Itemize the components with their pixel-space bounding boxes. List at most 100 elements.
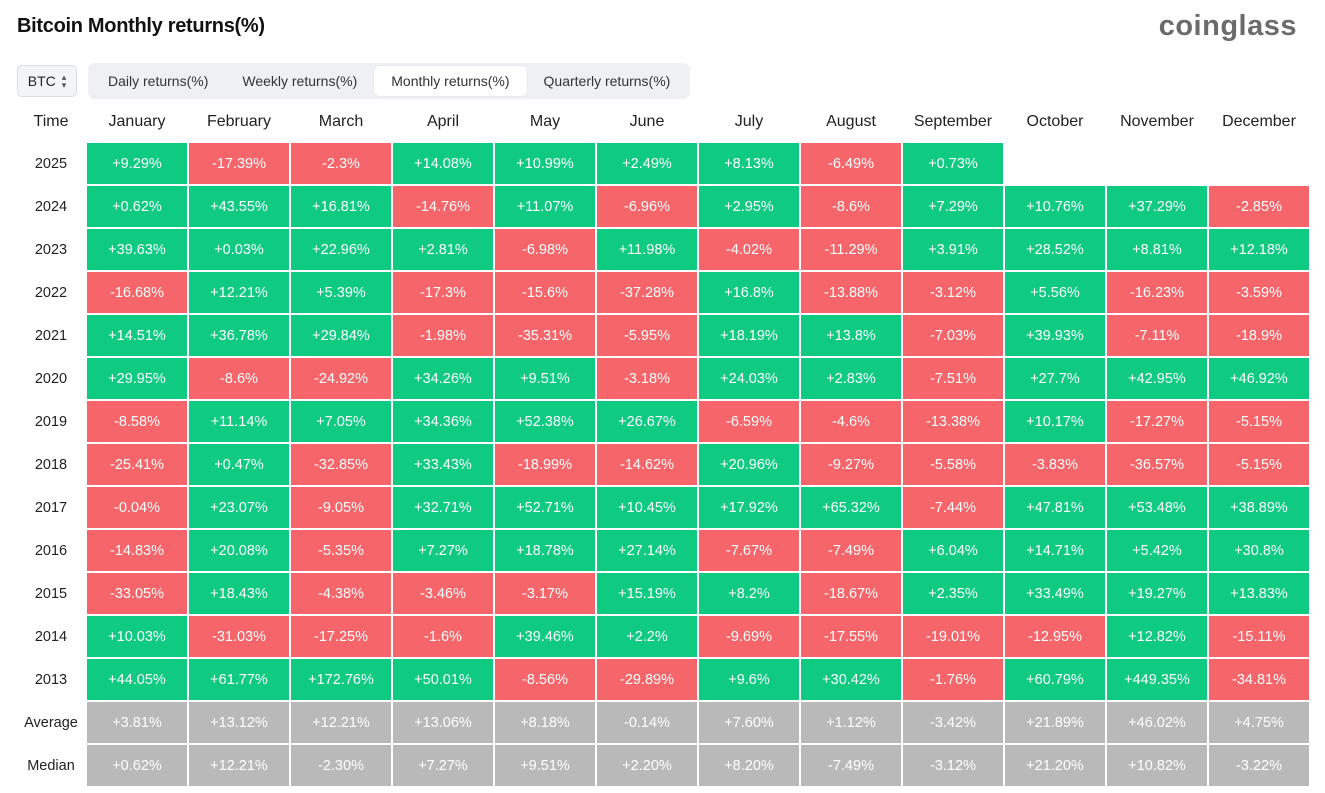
return-cell: -1.6% — [393, 616, 493, 657]
tab-quarterly-returns[interactable]: Quarterly returns(%) — [543, 73, 671, 89]
return-cell: -3.12% — [903, 272, 1003, 313]
return-cell: +8.20% — [699, 745, 799, 786]
column-header-time: Time — [33, 113, 69, 130]
return-cell: +12.21% — [189, 272, 289, 313]
column-header-may: May — [529, 113, 561, 130]
row-label: Average — [24, 714, 78, 731]
return-cell: -5.58% — [903, 444, 1003, 485]
return-cell: -17.55% — [801, 616, 901, 657]
year-row-2020: 2020 +29.95% -8.6% -24.92% +34.26% +9.51% -3.1… — [17, 358, 1309, 399]
return-cell: -9.05% — [291, 487, 391, 528]
return-cell: -36.57% — [1107, 444, 1207, 485]
return-cell: -5.35% — [291, 530, 391, 571]
year-row-2022: 2022 -16.68% +12.21% +5.39% -17.3% -15.6% -37.… — [17, 272, 1309, 313]
return-cell: -24.92% — [291, 358, 391, 399]
return-cell: -7.49% — [801, 530, 901, 571]
return-cell: -15.6% — [495, 272, 595, 313]
return-cell: -14.83% — [87, 530, 187, 571]
year-row-2017: 2017 -0.04% +23.07% -9.05% +32.71% +52.71% +10… — [17, 487, 1309, 528]
return-cell: +23.07% — [189, 487, 289, 528]
return-cell: +12.18% — [1209, 229, 1309, 270]
asset-select[interactable]: BTC ▴ ▾ — [17, 65, 77, 97]
return-cell: +0.62% — [87, 186, 187, 227]
coinglass-logo[interactable]: coinglass — [1158, 10, 1297, 42]
page-title: Bitcoin Monthly returns(%) — [17, 15, 265, 37]
return-cell: -7.44% — [903, 487, 1003, 528]
return-cell: +17.92% — [699, 487, 799, 528]
return-cell: -5.15% — [1209, 401, 1309, 442]
return-cell: +2.20% — [597, 745, 697, 786]
return-cell: +0.03% — [189, 229, 289, 270]
chevron-updown-icon: ▴ ▾ — [61, 72, 67, 90]
column-header-february: February — [206, 113, 272, 130]
return-cell: +13.83% — [1209, 573, 1309, 614]
return-cell: +2.83% — [801, 358, 901, 399]
return-cell: +34.26% — [393, 358, 493, 399]
return-cell: -0.14% — [597, 702, 697, 743]
return-cell: -3.22% — [1209, 745, 1309, 786]
heatmap-body: 2025 +9.29% -17.39% -2.3% +14.08% +10.99% +2.4… — [17, 143, 1309, 786]
year-row-2024: 2024 +0.62% +43.55% +16.81% -14.76% +11.07% -6… — [17, 186, 1309, 227]
return-cell: -3.17% — [495, 573, 595, 614]
return-cell: -25.41% — [87, 444, 187, 485]
return-cell: +2.2% — [597, 616, 697, 657]
return-cell: +2.49% — [597, 143, 697, 184]
year-row-2023: 2023 +39.63% +0.03% +22.96% +2.81% -6.98% +11.… — [17, 229, 1309, 270]
return-cell: -3.12% — [903, 745, 1003, 786]
empty-cell — [1209, 143, 1309, 184]
return-cell: -7.51% — [903, 358, 1003, 399]
return-cell: -7.67% — [699, 530, 799, 571]
return-cell: -19.01% — [903, 616, 1003, 657]
return-cell: -15.11% — [1209, 616, 1309, 657]
year-row-2015: 2015 -33.05% +18.43% -4.38% -3.46% -3.17% +15.… — [17, 573, 1309, 614]
return-cell: +39.63% — [87, 229, 187, 270]
column-header-april: April — [426, 113, 459, 130]
return-cell: +7.05% — [291, 401, 391, 442]
return-cell: +5.56% — [1005, 272, 1105, 313]
return-cell: +7.29% — [903, 186, 1003, 227]
return-cell: +30.42% — [801, 659, 901, 700]
return-cell: +7.27% — [393, 530, 493, 571]
return-cell: +10.99% — [495, 143, 595, 184]
return-cell: -6.98% — [495, 229, 595, 270]
return-cell: +22.96% — [291, 229, 391, 270]
return-cell: +8.13% — [699, 143, 799, 184]
return-cell: +1.12% — [801, 702, 901, 743]
return-cell: -7.11% — [1107, 315, 1207, 356]
return-cell: -9.27% — [801, 444, 901, 485]
return-cell: -16.68% — [87, 272, 187, 313]
empty-cell — [1107, 143, 1207, 184]
tab-daily-returns[interactable]: Daily returns(%) — [108, 73, 209, 89]
return-cell: +0.73% — [903, 143, 1003, 184]
return-cell: +28.52% — [1005, 229, 1105, 270]
year-row-2019: 2019 -8.58% +11.14% +7.05% +34.36% +52.38% +26… — [17, 401, 1309, 442]
column-header-january: January — [108, 113, 166, 130]
return-cell: +8.18% — [495, 702, 595, 743]
return-cell: -6.49% — [801, 143, 901, 184]
return-cell: -18.67% — [801, 573, 901, 614]
return-cell: +12.21% — [291, 702, 391, 743]
tab-monthly-returns[interactable]: Monthly returns(%) — [374, 66, 527, 96]
year-row-2013: 2013 +44.05% +61.77% +172.76% +50.01% -8.56% -… — [17, 659, 1309, 700]
return-cell: +9.51% — [495, 358, 595, 399]
tab-weekly-returns[interactable]: Weekly returns(%) — [242, 73, 358, 89]
return-cell: +4.75% — [1209, 702, 1309, 743]
return-cell: +39.46% — [495, 616, 595, 657]
row-label: 2022 — [34, 284, 68, 301]
controls-bar: BTC ▴ ▾ Daily returns(%) Weekly returns(%… — [17, 63, 691, 99]
return-cell: +9.29% — [87, 143, 187, 184]
return-cell: +46.02% — [1107, 702, 1207, 743]
return-cell: +0.47% — [189, 444, 289, 485]
column-header-june: June — [629, 113, 665, 130]
return-cell: -2.3% — [291, 143, 391, 184]
return-cell: +172.76% — [291, 659, 391, 700]
return-cell: +52.71% — [495, 487, 595, 528]
return-cell: -33.05% — [87, 573, 187, 614]
return-cell: +5.42% — [1107, 530, 1207, 571]
row-label: 2018 — [34, 456, 68, 473]
return-cell: +46.92% — [1209, 358, 1309, 399]
return-cell: +16.8% — [699, 272, 799, 313]
return-cell: -8.6% — [189, 358, 289, 399]
return-cell: +53.48% — [1107, 487, 1207, 528]
return-cell: +11.07% — [495, 186, 595, 227]
